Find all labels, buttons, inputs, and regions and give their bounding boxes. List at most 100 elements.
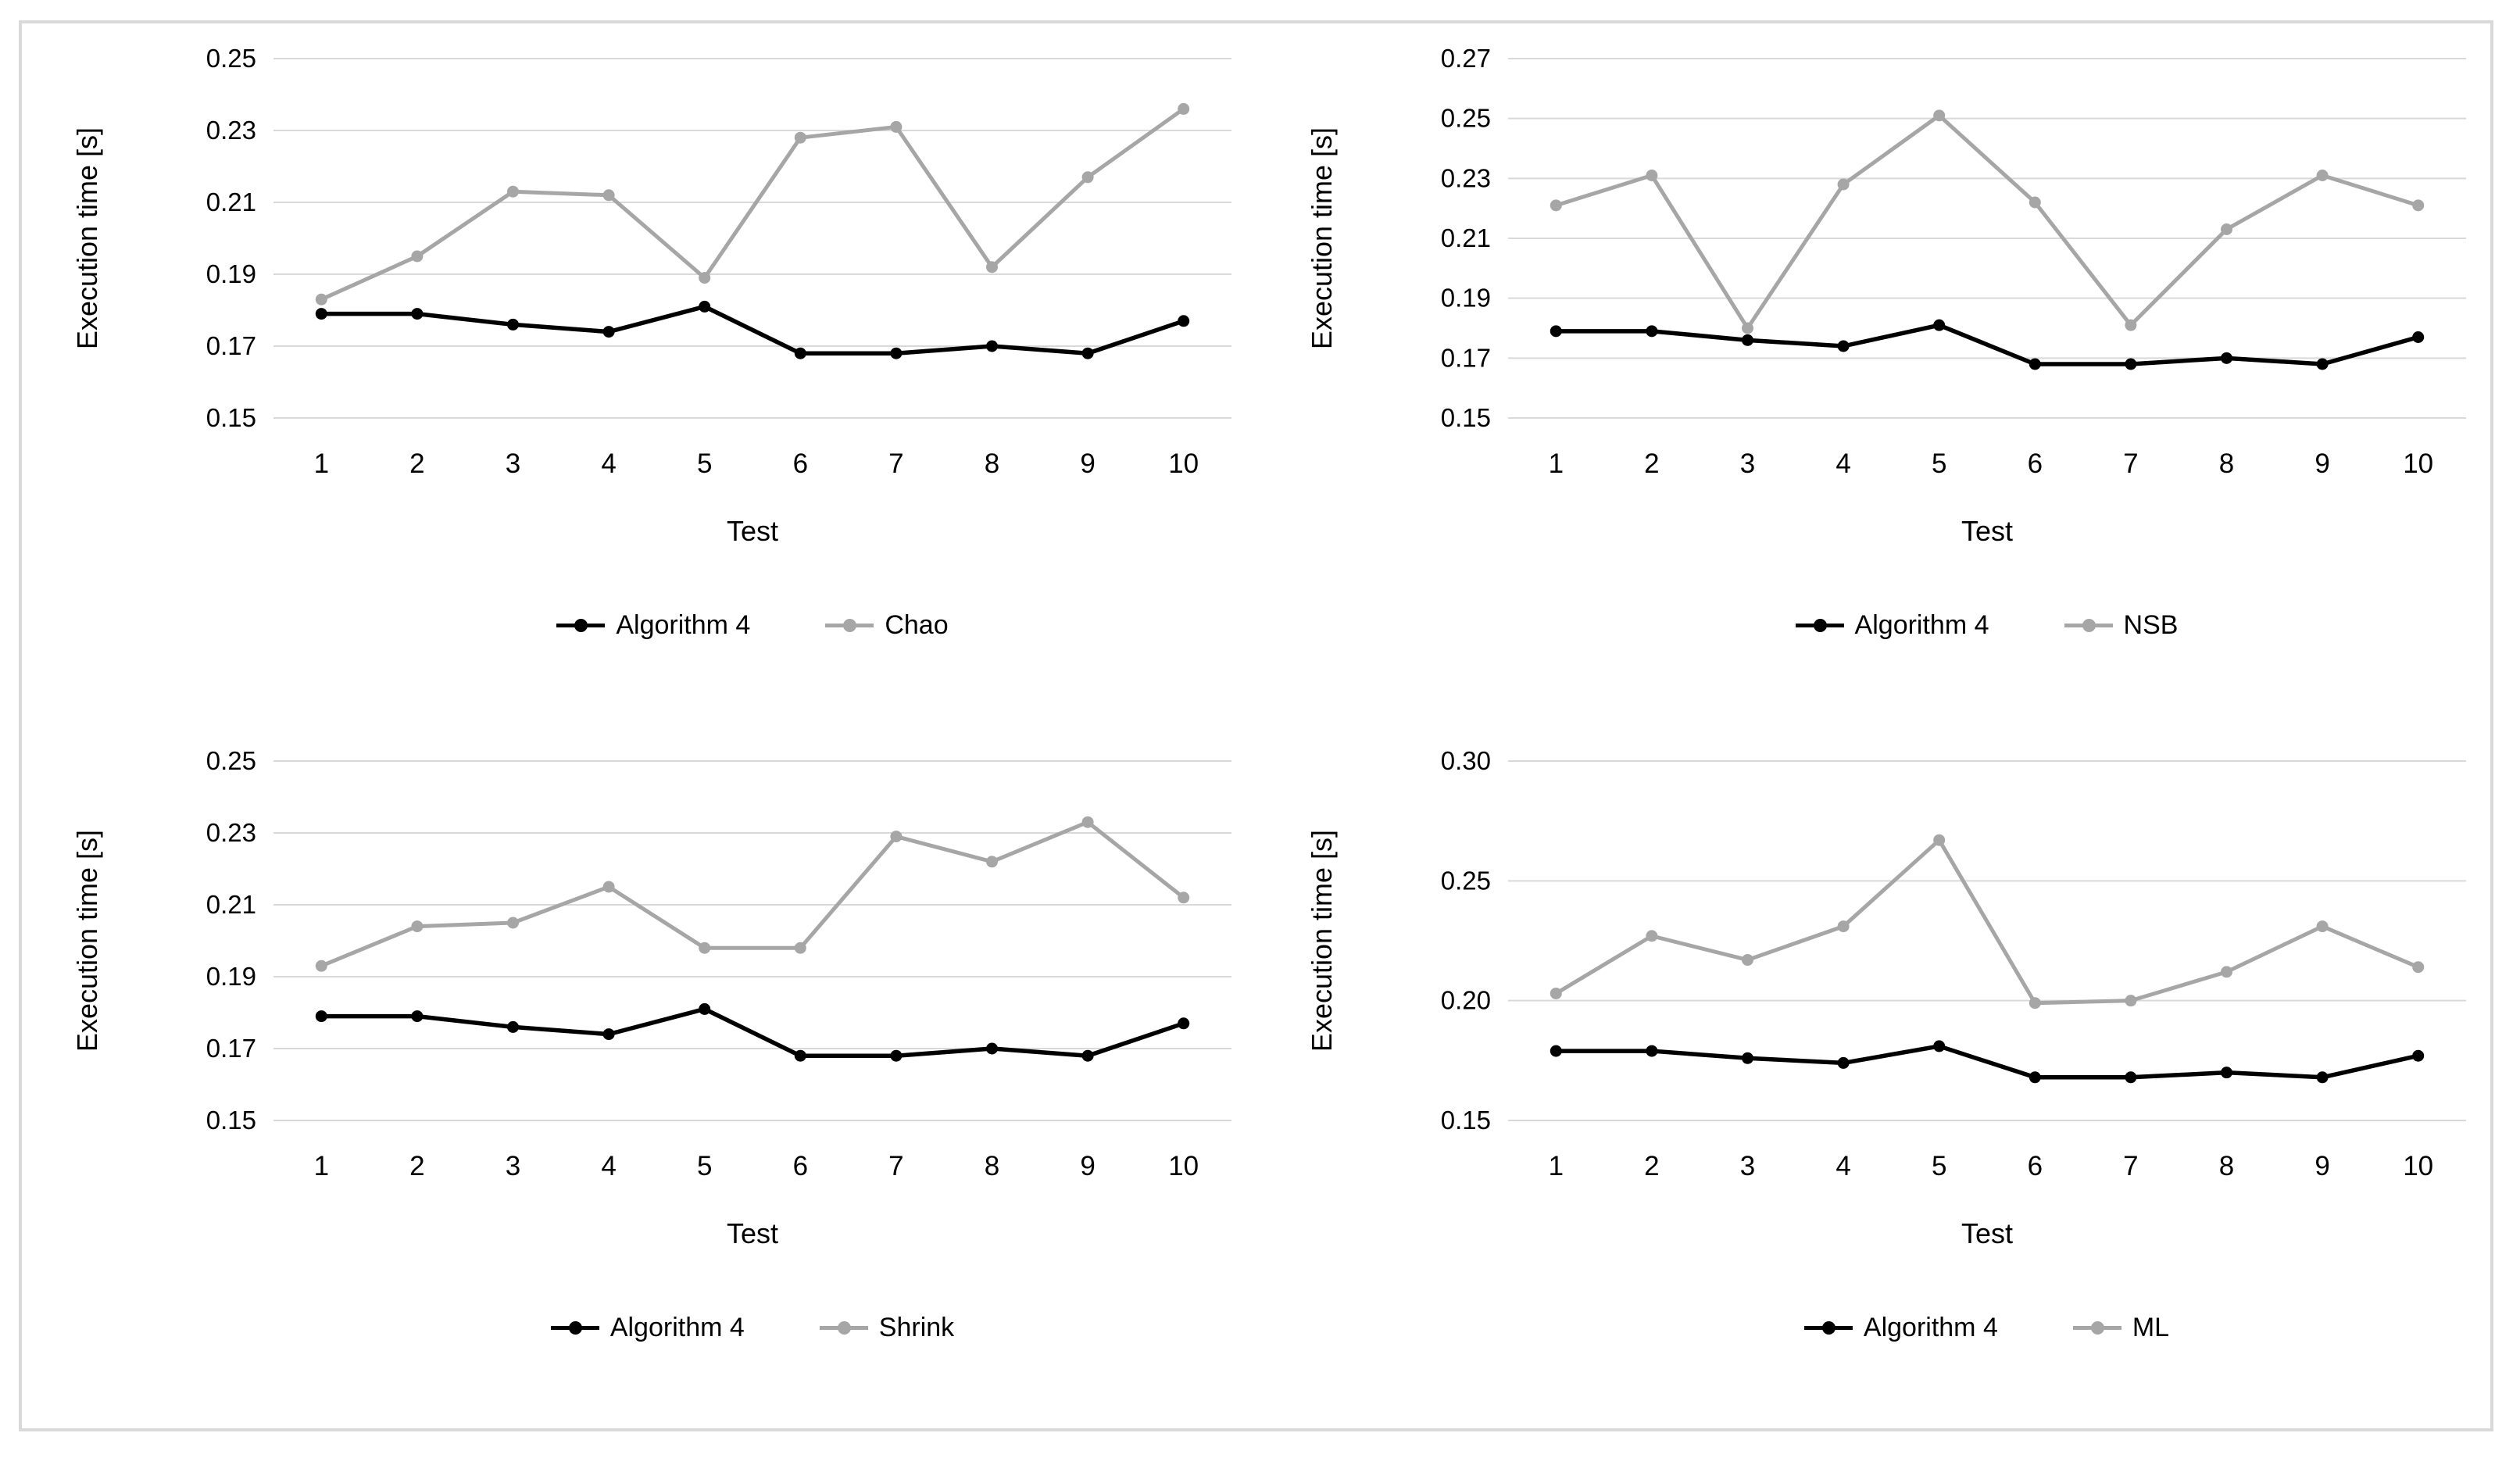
legend-item-algorithm4: Algorithm 4 (556, 611, 750, 639)
svg-text:0.25: 0.25 (206, 44, 256, 73)
legend-label: Algorithm 4 (1863, 1313, 1998, 1342)
svg-text:2: 2 (1644, 448, 1659, 479)
legend-item-algorithm4: Algorithm 4 (1795, 610, 1989, 640)
figure-canvas: 0.15 0.17 0.19 0.21 0.23 0.25 Execution time [… (19, 20, 2493, 1431)
legend-item-ml: ML (2072, 1313, 2169, 1342)
svg-text:8: 8 (985, 448, 999, 479)
svg-text:6: 6 (2027, 1151, 2042, 1181)
ml-line-chart: 0.15 0.20 0.25 0.30 Execution time [s] 1 2 3 4 5 6… (1306, 746, 2466, 1249)
legend-item-algorithm4: Algorithm 4 (550, 1313, 745, 1342)
legend-shrink: Algorithm 4 Shrink (273, 1313, 1231, 1342)
svg-text:2: 2 (409, 1151, 424, 1181)
legend-swatch-line-marker (2072, 1313, 2121, 1342)
svg-text:9: 9 (2314, 448, 2329, 479)
legend-swatch-line-marker (1803, 1313, 1853, 1342)
svg-text:0.20: 0.20 (1440, 986, 1490, 1015)
svg-text:10: 10 (2403, 448, 2433, 479)
svg-text:0.17: 0.17 (1440, 343, 1490, 372)
svg-text:7: 7 (2123, 1151, 2138, 1181)
legend-label: Algorithm 4 (616, 610, 751, 640)
svg-text:4: 4 (601, 448, 616, 479)
legend-swatch-line-marker (819, 1313, 868, 1342)
legend-swatch-line-marker (2064, 611, 2113, 639)
svg-text:9: 9 (1080, 448, 1095, 479)
svg-text:7: 7 (888, 1151, 903, 1181)
chart-panel-chao: 0.15 0.17 0.19 0.21 0.23 0.25 Execution time [… (22, 23, 1256, 726)
svg-text:3: 3 (506, 448, 520, 479)
svg-text:3: 3 (1739, 1151, 1754, 1181)
chao-line-chart: 0.15 0.17 0.19 0.21 0.23 0.25 Execution time [… (71, 44, 1231, 547)
svg-text:5: 5 (697, 448, 712, 479)
svg-text:Test: Test (1961, 1217, 2012, 1249)
chart-panel-nsb: 0.15 0.17 0.19 0.21 0.23 0.25 0.27 Execution ti… (1256, 23, 2491, 726)
svg-text:0.21: 0.21 (206, 890, 256, 919)
legend-item-chao: Chao (825, 611, 949, 639)
legend-swatch-line-marker (1795, 611, 1844, 639)
svg-text:0.15: 0.15 (1440, 1106, 1490, 1135)
svg-text:Test: Test (1961, 515, 2012, 547)
legend-swatch-line-marker (556, 611, 606, 639)
svg-text:10: 10 (1168, 1151, 1199, 1181)
legend-item-shrink: Shrink (819, 1313, 955, 1342)
svg-text:4: 4 (1835, 448, 1850, 479)
chart-panel-shrink: 0.15 0.17 0.19 0.21 0.23 0.25 Execution time [… (22, 726, 1256, 1428)
legend-swatch-line-marker (825, 611, 874, 639)
svg-text:Test: Test (727, 1217, 778, 1249)
legend-label: NSB (2123, 610, 2179, 640)
svg-text:0.19: 0.19 (206, 259, 256, 288)
svg-text:6: 6 (793, 448, 808, 479)
svg-text:0.17: 0.17 (206, 1034, 256, 1063)
svg-text:5: 5 (1931, 448, 1946, 479)
legend-label: Algorithm 4 (609, 1313, 745, 1342)
svg-text:8: 8 (985, 1151, 999, 1181)
svg-text:0.30: 0.30 (1440, 746, 1490, 775)
svg-text:10: 10 (2403, 1151, 2433, 1181)
svg-text:Execution time [s]: Execution time [s] (71, 830, 103, 1052)
svg-text:0.23: 0.23 (1440, 163, 1490, 192)
svg-text:0.21: 0.21 (1440, 223, 1490, 252)
svg-text:3: 3 (1739, 448, 1754, 479)
svg-text:1: 1 (314, 448, 329, 479)
legend-chao: Algorithm 4 Chao (273, 611, 1231, 639)
svg-text:0.21: 0.21 (206, 188, 256, 216)
legend-swatch-line-marker (550, 1313, 599, 1342)
svg-text:4: 4 (1835, 1151, 1850, 1181)
svg-text:0.19: 0.19 (206, 962, 256, 991)
svg-text:8: 8 (2218, 1151, 2233, 1181)
svg-text:5: 5 (697, 1151, 712, 1181)
svg-text:6: 6 (2027, 448, 2042, 479)
svg-text:0.25: 0.25 (206, 746, 256, 775)
legend-nsb: Algorithm 4 NSB (1508, 611, 2466, 639)
legend-item-nsb: NSB (2064, 610, 2179, 640)
legend-label: Algorithm 4 (1854, 610, 1989, 640)
svg-text:0.27: 0.27 (1440, 44, 1490, 73)
svg-text:Execution time [s]: Execution time [s] (1306, 127, 1338, 349)
svg-text:7: 7 (888, 448, 903, 479)
nsb-line-chart: 0.15 0.17 0.19 0.21 0.23 0.25 0.27 Execution ti… (1306, 44, 2466, 547)
svg-text:Execution time [s]: Execution time [s] (71, 127, 103, 349)
svg-text:0.17: 0.17 (206, 331, 256, 360)
svg-text:0.25: 0.25 (1440, 866, 1490, 895)
shrink-line-chart: 0.15 0.17 0.19 0.21 0.23 0.25 Execution time [… (71, 746, 1231, 1249)
svg-text:0.15: 0.15 (206, 1106, 256, 1135)
svg-text:0.25: 0.25 (1440, 104, 1490, 133)
svg-text:0.19: 0.19 (1440, 284, 1490, 313)
svg-text:4: 4 (601, 1151, 616, 1181)
svg-text:5: 5 (1931, 1151, 1946, 1181)
svg-text:0.23: 0.23 (206, 818, 256, 847)
svg-text:9: 9 (2314, 1151, 2329, 1181)
legend-ml: Algorithm 4 ML (1508, 1313, 2466, 1342)
svg-text:0.15: 0.15 (1440, 403, 1490, 432)
svg-text:1: 1 (1548, 1151, 1563, 1181)
svg-text:10: 10 (1168, 448, 1199, 479)
svg-text:8: 8 (2218, 448, 2233, 479)
svg-text:0.23: 0.23 (206, 116, 256, 145)
legend-label: Shrink (878, 1313, 955, 1342)
svg-text:3: 3 (506, 1151, 520, 1181)
svg-text:9: 9 (1080, 1151, 1095, 1181)
svg-text:2: 2 (1644, 1151, 1659, 1181)
svg-text:1: 1 (1548, 448, 1563, 479)
legend-item-algorithm4: Algorithm 4 (1803, 1313, 1998, 1342)
svg-text:0.15: 0.15 (206, 403, 256, 432)
svg-text:Execution time [s]: Execution time [s] (1306, 830, 1338, 1052)
